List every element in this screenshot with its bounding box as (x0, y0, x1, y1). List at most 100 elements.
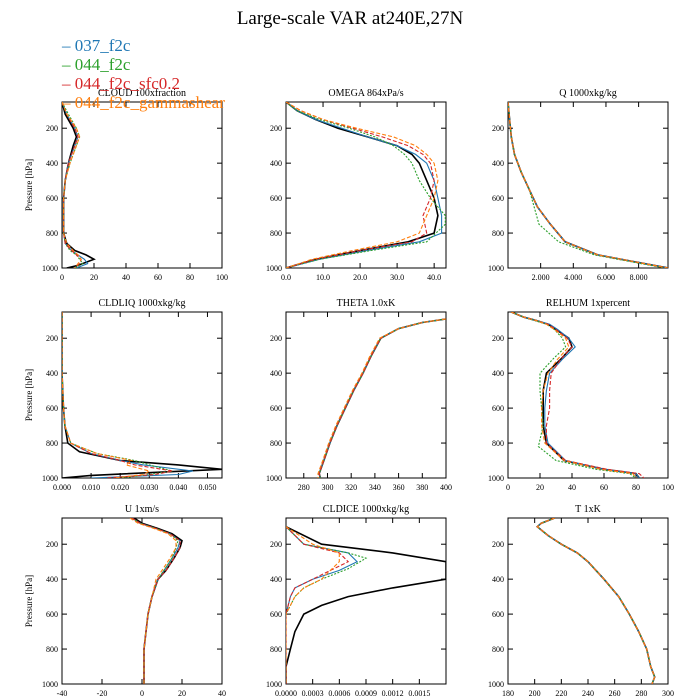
legend-item-044-f2c-gammashear: – 044_f2c_gammashear (62, 93, 225, 112)
series-line (536, 518, 656, 684)
x-tick-label: 0 (506, 483, 510, 492)
y-tick-label: 400 (46, 575, 58, 584)
series-line (318, 318, 446, 478)
panel-3: Q 1000xkg/kg 200 400 600 800 1000 2.000 4.000 6.… (488, 88, 669, 282)
x-tick-label: 20 (90, 273, 98, 282)
y-tick-label: 1000 (488, 474, 504, 483)
series-line (286, 102, 443, 268)
series-line (129, 518, 177, 684)
series-line (536, 518, 656, 684)
y-tick-label: 200 (46, 540, 58, 549)
panel-frame (507, 517, 669, 685)
panel-frame (61, 101, 223, 269)
x-tick-label: 0.0003 (302, 689, 324, 698)
x-tick-label: 0.0000 (275, 689, 297, 698)
x-tick-label: 20 (536, 483, 544, 492)
y-tick-label: 600 (46, 610, 58, 619)
x-tick-label: 60 (600, 483, 608, 492)
x-tick-label: 0.000 (53, 483, 71, 492)
x-tick-label: 260 (609, 689, 621, 698)
x-tick-label: 0.0012 (382, 689, 404, 698)
x-tick-label: 80 (632, 483, 640, 492)
x-tick-label: 60 (154, 273, 162, 282)
y-tick-label: 600 (492, 404, 504, 413)
series-line (318, 318, 446, 478)
legend-item-044-f2c: – 044_f2c (62, 55, 225, 74)
x-tick-label: 40 (218, 689, 226, 698)
y-tick-label: 200 (270, 334, 282, 343)
x-tick-label: -40 (57, 689, 68, 698)
panel-frame (507, 311, 669, 479)
series-line (536, 518, 656, 684)
y-axis-label: Pressure [hPa] (24, 369, 34, 421)
series-line (131, 518, 179, 684)
x-tick-label: 100 (662, 483, 674, 492)
x-tick-label: 4.000 (564, 273, 582, 282)
legend-label: 037_f2c (74, 36, 131, 55)
series-line (286, 526, 368, 684)
y-tick-label: 200 (46, 334, 58, 343)
series-line (510, 312, 640, 478)
series-line (62, 312, 173, 478)
y-tick-label: 400 (46, 369, 58, 378)
x-tick-label: 180 (502, 689, 514, 698)
x-tick-label: 320 (345, 483, 357, 492)
x-tick-label: 0 (140, 689, 144, 698)
y-tick-label: 1000 (42, 474, 58, 483)
x-tick-label: 30.0 (390, 273, 404, 282)
y-tick-label: 1000 (42, 680, 58, 689)
panel-title: CLDICE 1000xkg/kg (323, 504, 409, 515)
series-line (286, 525, 446, 684)
y-tick-label: 600 (492, 610, 504, 619)
x-tick-label: 6.000 (597, 273, 615, 282)
series-line (131, 518, 181, 684)
legend-item-044-f2c-sfc0.2: – 044_f2c_sfc0.2 (62, 74, 225, 93)
x-tick-label: 20.0 (353, 273, 367, 282)
x-tick-label: 40 (568, 483, 576, 492)
y-tick-label: 1000 (266, 264, 282, 273)
x-tick-label: 0.0015 (408, 689, 430, 698)
series-line (286, 526, 340, 684)
series-line (510, 312, 637, 478)
legend-swatch: – (62, 55, 71, 74)
x-tick-label: 40.0 (427, 273, 441, 282)
y-tick-label: 1000 (488, 264, 504, 273)
panel-title: Q 1000xkg/kg (559, 88, 617, 99)
y-tick-label: 200 (492, 124, 504, 133)
y-axis-label: Pressure [hPa] (24, 159, 34, 211)
panel-title: THETA 1.0xK (337, 298, 396, 309)
x-tick-label: 300 (662, 689, 674, 698)
series-line (286, 102, 446, 268)
series-line (536, 518, 656, 684)
panel-frame (285, 101, 447, 269)
series-line (508, 102, 668, 268)
y-tick-label: 800 (492, 439, 504, 448)
panel-title: U 1xm/s (125, 504, 159, 515)
x-tick-label: 0.0009 (355, 689, 377, 698)
y-tick-label: 800 (492, 645, 504, 654)
panel-title: T 1xK (575, 504, 601, 515)
legend-swatch: – (62, 93, 71, 112)
x-tick-label: 0.0006 (328, 689, 350, 698)
y-tick-label: 1000 (488, 680, 504, 689)
series-line (510, 312, 637, 478)
y-tick-label: 1000 (266, 680, 282, 689)
x-tick-label: 200 (529, 689, 541, 698)
x-tick-label: 8.000 (630, 273, 648, 282)
x-tick-label: 0.020 (111, 483, 129, 492)
panel-frame (61, 311, 223, 479)
y-tick-label: 1000 (42, 264, 58, 273)
panel-frame (285, 517, 447, 685)
legend: – 037_f2c – 044_f2c – 044_f2c_sfc0.2 – 0… (62, 36, 225, 112)
y-tick-label: 800 (270, 439, 282, 448)
series-line (62, 312, 194, 478)
y-tick-label: 1000 (266, 474, 282, 483)
y-tick-label: 400 (492, 159, 504, 168)
y-tick-label: 800 (492, 229, 504, 238)
legend-item-037-f2c: – 037_f2c (62, 36, 225, 55)
y-tick-label: 800 (270, 645, 282, 654)
